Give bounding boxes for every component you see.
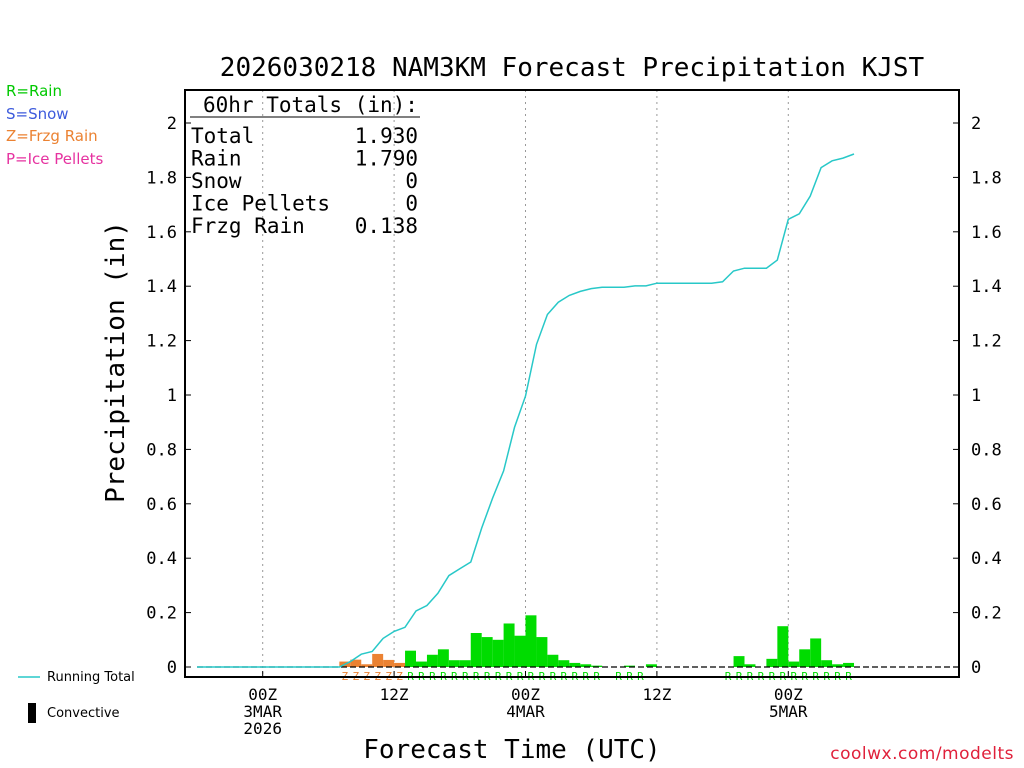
precip-bar [843,662,854,667]
running-total-line [197,153,855,668]
y-axis-label: Precipitation (in) [101,221,131,503]
y-tick-label-left: 1.8 [146,168,177,188]
precip-bar [777,626,789,667]
y-tick-label-right: 0.2 [971,604,1002,624]
plot-frame [184,89,960,678]
legend-snow: S=Snow [6,105,69,123]
precip-bar [383,659,395,667]
precip-bar [744,664,756,667]
totals-row-value: 1.930 [355,124,418,148]
precip-bar [733,656,745,667]
precip-bar [536,637,548,667]
precip-bar [492,639,504,667]
running-total-polyline [197,153,855,668]
totals-row-label: Snow [191,169,242,193]
y-tick-label-left: 1.6 [146,223,177,243]
legend-ice-pellets: P=Ice Pellets [6,150,104,168]
precip-bar [547,654,559,667]
precip-bar [503,623,515,667]
x-tick-label: 2026 [243,719,282,738]
x-tick-label: 00Z [248,685,277,704]
y-tick-label-right: 1 [971,386,981,406]
precip-bar [788,661,800,667]
y-tick-label-right: 1.4 [971,277,1002,297]
x-tick-label: 00Z [774,685,803,704]
precip-bar [569,662,581,667]
precip-bar [558,660,570,667]
y-tick-label-right: 1.2 [971,332,1002,352]
x-tick-label: 12Z [380,685,409,704]
precip-bar [372,653,384,667]
y-tick-label-right: 0 [971,658,981,678]
y-tick-label-left: 0.4 [146,549,177,569]
y-tick-label-right: 1.8 [971,168,1002,188]
totals-row-value: 0 [405,192,418,216]
precip-bar [624,665,635,667]
y-tick-label-right: 0.8 [971,440,1002,460]
precip-bar [405,650,416,667]
precip-bar [448,660,460,667]
precip-bar [459,660,471,667]
precip-bar [437,649,449,667]
precip-bar [350,659,362,667]
precip-bar [394,662,406,667]
x-tick-label: 5MAR [769,702,808,721]
y-tick-label-left: 1 [167,386,177,406]
vertical-gridlines [262,90,789,677]
y-axis-ticks: 0 00.2 0.20.4 0.40.6 0.60.8 0.81 11.2 1.21.4 1.4… [146,114,1001,678]
x-tick-label: 4MAR [506,702,545,721]
totals-row-label: Ice Pellets [191,192,330,216]
precip-bar [525,615,537,667]
x-axis-label: Forecast Time (UTC) [363,735,660,765]
precip-bar [810,638,822,667]
precip-bar [580,664,592,667]
legend-running-total: Running Total [47,670,135,685]
precip-bar [832,664,844,667]
totals-row-label: Total [191,124,254,148]
legend-convective: Convective [47,706,120,721]
y-tick-label-left: 1.4 [146,277,177,297]
totals-row-label: Frzg Rain [191,214,305,238]
totals-row-value: 0.138 [355,214,418,238]
credit-link[interactable]: coolwx.com/modelts [830,744,1014,764]
precip-bar [416,661,427,667]
x-tick-label: 12Z [642,685,671,704]
legend-rain: R=Rain [6,82,62,100]
precip-bar [426,654,438,667]
y-tick-label-right: 0.4 [971,549,1002,569]
totals-box: 60hr Totals (in): Total 1.930 Rain 1.790 Snow… [190,93,420,238]
precip-bar [766,658,778,667]
y-tick-label-right: 2 [971,114,981,134]
totals-row-value: 0 [405,169,418,193]
y-tick-label-left: 2 [167,114,177,134]
y-tick-label-right: 0.6 [971,495,1002,515]
convective-legend-swatch [28,703,36,723]
precip-bar [821,660,833,667]
x-tick-label: 00Z [511,685,540,704]
precip-bar [799,649,811,667]
precip-bar [591,665,603,667]
y-tick-label-left: 0 [167,658,177,678]
precip-bar [470,633,482,667]
totals-header: 60hr Totals (in): [203,93,418,117]
y-tick-label-left: 0.2 [146,604,177,624]
hourly-precip-bars [339,615,854,667]
precip-bar [481,637,493,667]
chart-title: 2026030218 NAM3KM Forecast Precipitation… [220,53,925,83]
precip-bar [361,664,373,667]
precip-bar [514,635,526,667]
legend-frzg-rain: Z=Frzg Rain [6,127,98,145]
totals-row-value: 1.790 [355,147,418,171]
x-tick-label: 3MAR [243,702,282,721]
y-tick-label-left: 1.2 [146,332,177,352]
totals-row-label: Rain [191,147,242,171]
y-tick-label-left: 0.6 [146,495,177,515]
y-tick-label-left: 0.8 [146,440,177,460]
y-tick-label-right: 1.6 [971,223,1002,243]
precip-bar [645,664,657,667]
